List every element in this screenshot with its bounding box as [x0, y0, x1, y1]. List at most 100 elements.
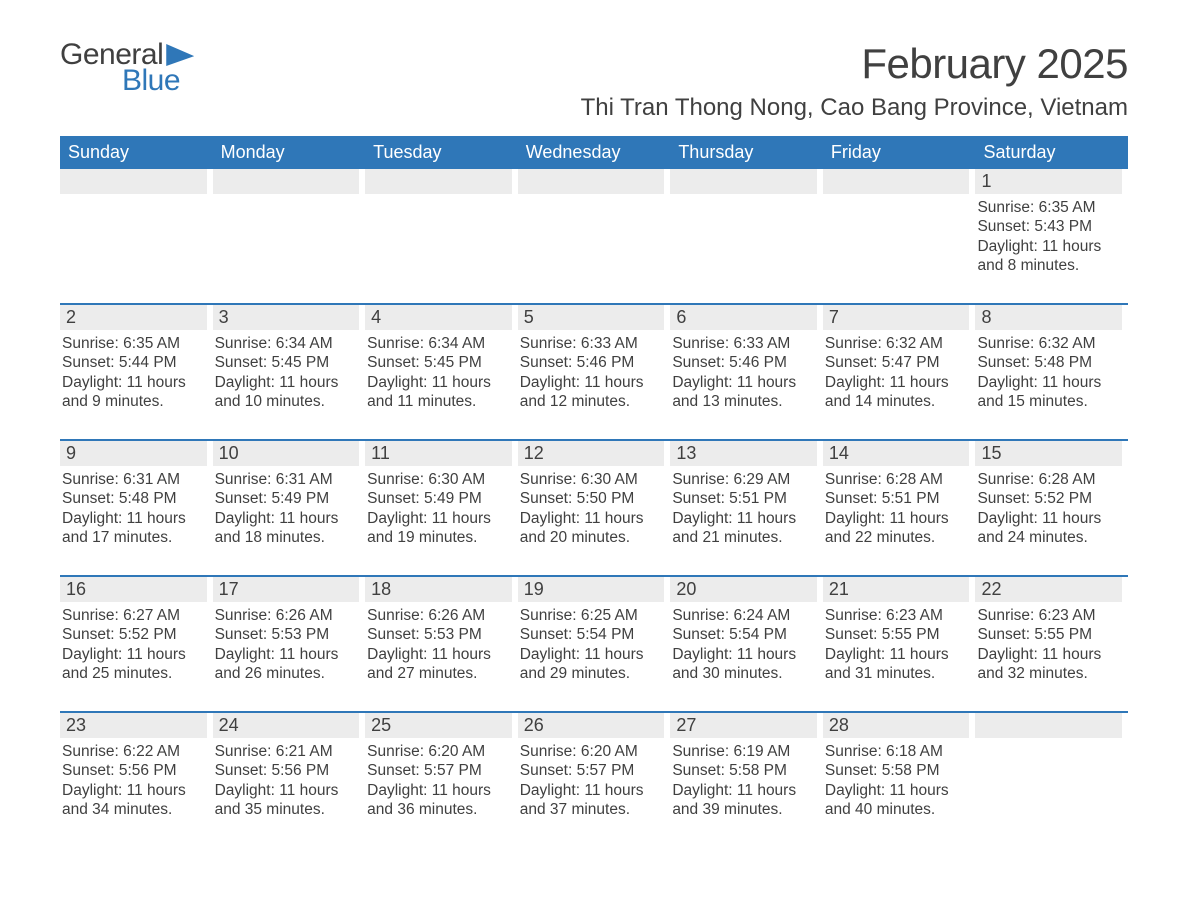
day-details: Sunrise: 6:24 AMSunset: 5:54 PMDaylight:…: [670, 602, 817, 684]
sunset-text: Sunset: 5:51 PM: [825, 489, 968, 508]
day-cell: 10Sunrise: 6:31 AMSunset: 5:49 PMDayligh…: [213, 441, 366, 559]
daylight-text: Daylight: 11 hours and 10 minutes.: [215, 373, 358, 412]
day-cell: 24Sunrise: 6:21 AMSunset: 5:56 PMDayligh…: [213, 713, 366, 831]
daylight-text: Daylight: 11 hours and 18 minutes.: [215, 509, 358, 548]
day-cell: [518, 169, 671, 287]
day-number: [670, 169, 817, 194]
sunset-text: Sunset: 5:53 PM: [215, 625, 358, 644]
day-cell: 12Sunrise: 6:30 AMSunset: 5:50 PMDayligh…: [518, 441, 671, 559]
calendar-grid: SundayMondayTuesdayWednesdayThursdayFrid…: [60, 136, 1128, 831]
daylight-text: Daylight: 11 hours and 24 minutes.: [977, 509, 1120, 548]
sunrise-text: Sunrise: 6:28 AM: [977, 470, 1120, 489]
day-cell: 2Sunrise: 6:35 AMSunset: 5:44 PMDaylight…: [60, 305, 213, 423]
sunset-text: Sunset: 5:56 PM: [215, 761, 358, 780]
day-cell: [975, 713, 1128, 831]
daylight-text: Daylight: 11 hours and 11 minutes.: [367, 373, 510, 412]
sunrise-text: Sunrise: 6:34 AM: [215, 334, 358, 353]
sunset-text: Sunset: 5:52 PM: [977, 489, 1120, 508]
day-number: 9: [60, 441, 207, 466]
day-number: 3: [213, 305, 360, 330]
day-cell: 11Sunrise: 6:30 AMSunset: 5:49 PMDayligh…: [365, 441, 518, 559]
day-cell: 16Sunrise: 6:27 AMSunset: 5:52 PMDayligh…: [60, 577, 213, 695]
day-details: Sunrise: 6:32 AMSunset: 5:48 PMDaylight:…: [975, 330, 1122, 412]
day-details: [823, 194, 970, 198]
sunrise-text: Sunrise: 6:30 AM: [367, 470, 510, 489]
weekday-header: Sunday: [60, 136, 213, 169]
day-details: Sunrise: 6:26 AMSunset: 5:53 PMDaylight:…: [213, 602, 360, 684]
daylight-text: Daylight: 11 hours and 14 minutes.: [825, 373, 968, 412]
sunset-text: Sunset: 5:49 PM: [215, 489, 358, 508]
day-details: Sunrise: 6:20 AMSunset: 5:57 PMDaylight:…: [518, 738, 665, 820]
week-row: 1Sunrise: 6:35 AMSunset: 5:43 PMDaylight…: [60, 169, 1128, 287]
sunset-text: Sunset: 5:48 PM: [62, 489, 205, 508]
sunrise-text: Sunrise: 6:26 AM: [367, 606, 510, 625]
sunrise-text: Sunrise: 6:29 AM: [672, 470, 815, 489]
day-cell: 13Sunrise: 6:29 AMSunset: 5:51 PMDayligh…: [670, 441, 823, 559]
sunset-text: Sunset: 5:51 PM: [672, 489, 815, 508]
day-details: Sunrise: 6:19 AMSunset: 5:58 PMDaylight:…: [670, 738, 817, 820]
sunset-text: Sunset: 5:44 PM: [62, 353, 205, 372]
day-number: 23: [60, 713, 207, 738]
day-number: [213, 169, 360, 194]
weekday-header-row: SundayMondayTuesdayWednesdayThursdayFrid…: [60, 136, 1128, 169]
day-details: Sunrise: 6:25 AMSunset: 5:54 PMDaylight:…: [518, 602, 665, 684]
sunset-text: Sunset: 5:58 PM: [672, 761, 815, 780]
sunrise-text: Sunrise: 6:20 AM: [367, 742, 510, 761]
daylight-text: Daylight: 11 hours and 25 minutes.: [62, 645, 205, 684]
daylight-text: Daylight: 11 hours and 26 minutes.: [215, 645, 358, 684]
day-details: Sunrise: 6:26 AMSunset: 5:53 PMDaylight:…: [365, 602, 512, 684]
week-row: 9Sunrise: 6:31 AMSunset: 5:48 PMDaylight…: [60, 439, 1128, 559]
sunset-text: Sunset: 5:58 PM: [825, 761, 968, 780]
day-details: Sunrise: 6:33 AMSunset: 5:46 PMDaylight:…: [670, 330, 817, 412]
sunset-text: Sunset: 5:56 PM: [62, 761, 205, 780]
sunrise-text: Sunrise: 6:23 AM: [977, 606, 1120, 625]
daylight-text: Daylight: 11 hours and 27 minutes.: [367, 645, 510, 684]
sunrise-text: Sunrise: 6:30 AM: [520, 470, 663, 489]
daylight-text: Daylight: 11 hours and 8 minutes.: [977, 237, 1120, 276]
sunrise-text: Sunrise: 6:24 AM: [672, 606, 815, 625]
daylight-text: Daylight: 11 hours and 13 minutes.: [672, 373, 815, 412]
day-number: 8: [975, 305, 1122, 330]
day-details: [518, 194, 665, 198]
day-details: Sunrise: 6:27 AMSunset: 5:52 PMDaylight:…: [60, 602, 207, 684]
day-number: 16: [60, 577, 207, 602]
day-cell: 9Sunrise: 6:31 AMSunset: 5:48 PMDaylight…: [60, 441, 213, 559]
day-number: 6: [670, 305, 817, 330]
day-number: 18: [365, 577, 512, 602]
day-details: Sunrise: 6:34 AMSunset: 5:45 PMDaylight:…: [213, 330, 360, 412]
sunrise-text: Sunrise: 6:19 AM: [672, 742, 815, 761]
weekday-header: Friday: [823, 136, 976, 169]
daylight-text: Daylight: 11 hours and 17 minutes.: [62, 509, 205, 548]
sunset-text: Sunset: 5:54 PM: [672, 625, 815, 644]
day-cell: [670, 169, 823, 287]
sunset-text: Sunset: 5:46 PM: [520, 353, 663, 372]
day-number: 2: [60, 305, 207, 330]
day-cell: [365, 169, 518, 287]
daylight-text: Daylight: 11 hours and 32 minutes.: [977, 645, 1120, 684]
sunrise-text: Sunrise: 6:21 AM: [215, 742, 358, 761]
weekday-header: Thursday: [670, 136, 823, 169]
day-details: Sunrise: 6:35 AMSunset: 5:43 PMDaylight:…: [975, 194, 1122, 276]
day-cell: [823, 169, 976, 287]
daylight-text: Daylight: 11 hours and 9 minutes.: [62, 373, 205, 412]
day-cell: 18Sunrise: 6:26 AMSunset: 5:53 PMDayligh…: [365, 577, 518, 695]
day-number: 25: [365, 713, 512, 738]
day-details: Sunrise: 6:21 AMSunset: 5:56 PMDaylight:…: [213, 738, 360, 820]
day-number: [823, 169, 970, 194]
sunrise-text: Sunrise: 6:18 AM: [825, 742, 968, 761]
day-cell: 3Sunrise: 6:34 AMSunset: 5:45 PMDaylight…: [213, 305, 366, 423]
weekday-header: Saturday: [975, 136, 1128, 169]
day-details: Sunrise: 6:32 AMSunset: 5:47 PMDaylight:…: [823, 330, 970, 412]
day-cell: 15Sunrise: 6:28 AMSunset: 5:52 PMDayligh…: [975, 441, 1128, 559]
day-number: 14: [823, 441, 970, 466]
location-subtitle: Thi Tran Thong Nong, Cao Bang Province, …: [581, 94, 1128, 122]
sunset-text: Sunset: 5:45 PM: [215, 353, 358, 372]
sunrise-text: Sunrise: 6:34 AM: [367, 334, 510, 353]
day-number: [975, 713, 1122, 738]
sunset-text: Sunset: 5:55 PM: [977, 625, 1120, 644]
sunrise-text: Sunrise: 6:26 AM: [215, 606, 358, 625]
day-details: Sunrise: 6:31 AMSunset: 5:49 PMDaylight:…: [213, 466, 360, 548]
day-cell: 20Sunrise: 6:24 AMSunset: 5:54 PMDayligh…: [670, 577, 823, 695]
sunrise-text: Sunrise: 6:31 AM: [215, 470, 358, 489]
day-number: 5: [518, 305, 665, 330]
